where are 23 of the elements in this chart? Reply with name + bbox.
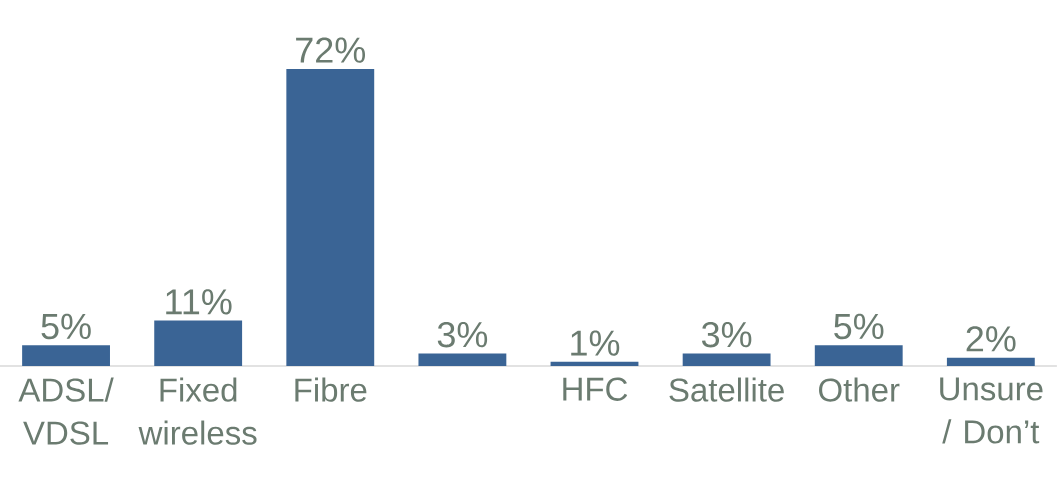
x-tick-label: Fibre — [295, 377, 367, 402]
data-label: 72% — [296, 37, 366, 63]
x-tick-label: Other — [819, 377, 900, 402]
x-tick-label: HFC — [563, 377, 628, 401]
bar — [418, 353, 507, 366]
bar — [814, 345, 903, 366]
data-label: 5% — [834, 313, 884, 340]
bar — [154, 320, 243, 366]
data-label: 5% — [41, 313, 91, 340]
x-tick-label: Satellite — [669, 377, 784, 402]
bar — [682, 353, 771, 366]
x-tick-label: ADSL/ VDSL — [18, 377, 114, 445]
bar — [286, 68, 375, 366]
bar — [550, 361, 639, 366]
data-label: 1% — [571, 330, 620, 356]
data-label: 2% — [966, 326, 1016, 352]
bar — [22, 345, 110, 366]
data-label: 3% — [437, 321, 488, 348]
data-label: 11% — [166, 289, 232, 315]
data-label: 3% — [701, 321, 752, 348]
bar — [946, 357, 1035, 366]
x-tick-label: Unsure / Don’t — [940, 377, 1043, 444]
x-tick-label: Fixed wireless — [138, 377, 257, 445]
